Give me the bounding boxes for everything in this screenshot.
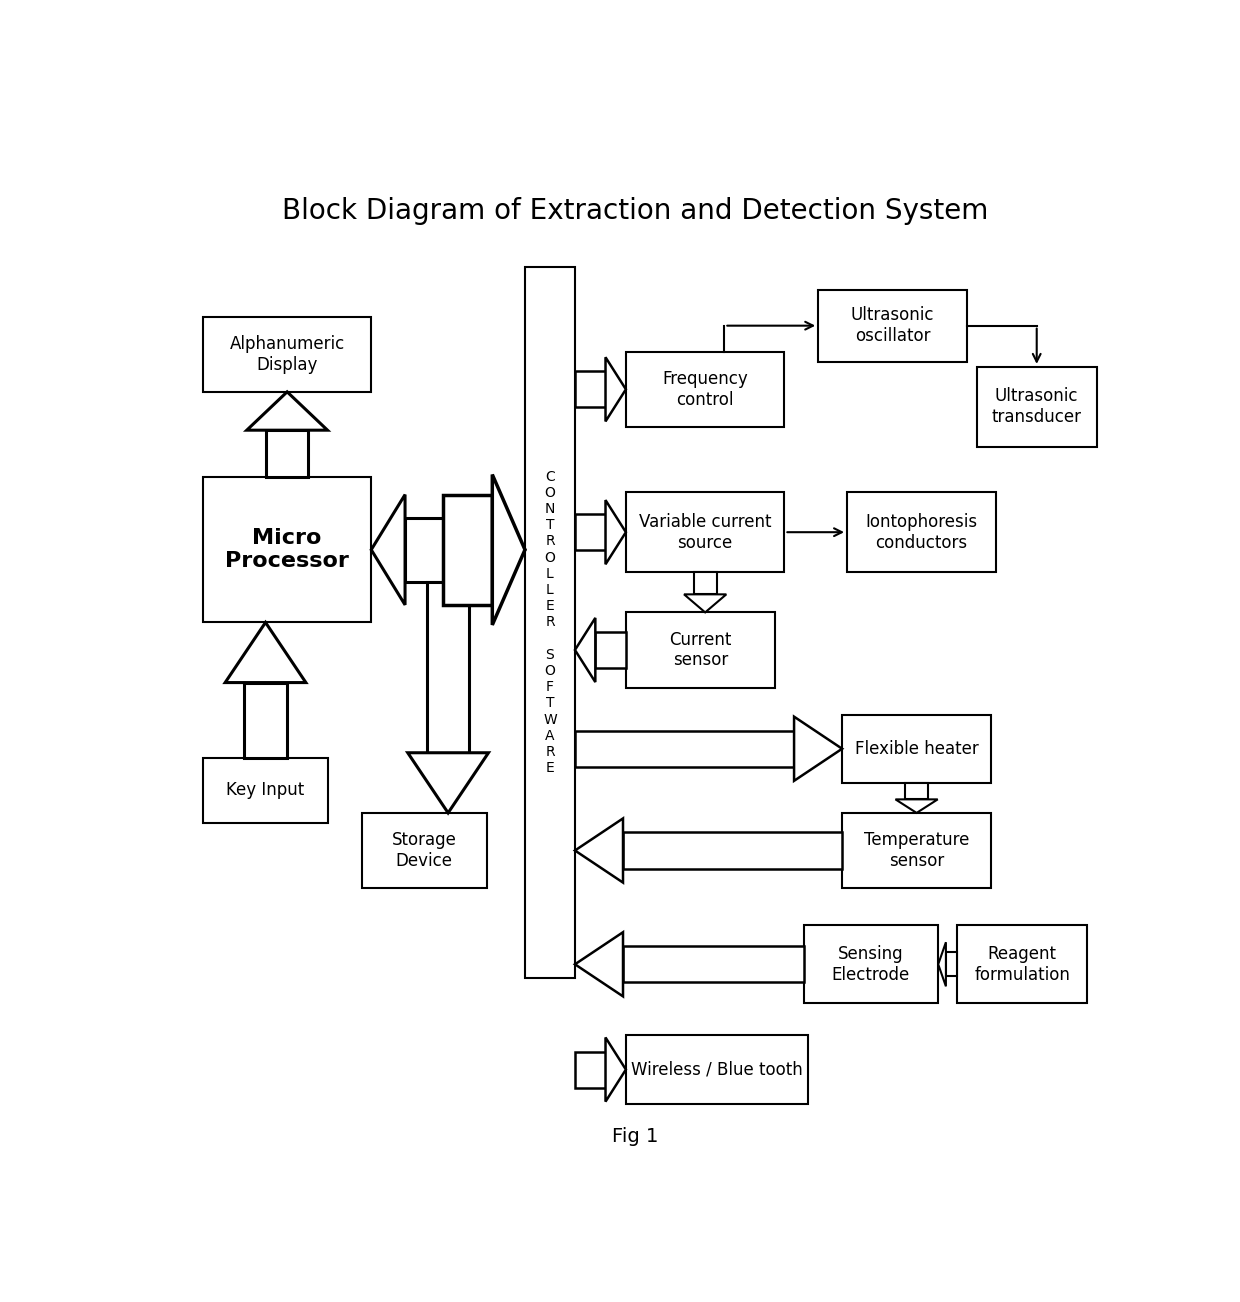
Bar [595, 631, 626, 668]
Bar [905, 783, 928, 799]
Bar [804, 926, 939, 1004]
Text: Variable current
source: Variable current source [639, 513, 771, 552]
Bar [362, 812, 486, 888]
Bar [575, 1052, 605, 1087]
Bar [693, 573, 717, 594]
Text: Block Diagram of Extraction and Detection System: Block Diagram of Extraction and Detectio… [283, 198, 988, 225]
Bar [946, 952, 957, 976]
Text: Storage
Device: Storage Device [392, 831, 456, 870]
Bar [244, 682, 286, 758]
Text: Ultrasonic
transducer: Ultrasonic transducer [992, 388, 1081, 426]
Bar [977, 367, 1096, 447]
Bar [405, 518, 491, 582]
Polygon shape [247, 392, 327, 430]
Text: Wireless / Blue tooth: Wireless / Blue tooth [631, 1061, 804, 1078]
Text: Sensing
Electrode: Sensing Electrode [832, 945, 910, 984]
Bar [626, 492, 785, 573]
Text: Current
sensor: Current sensor [670, 630, 732, 669]
Bar [622, 832, 842, 868]
Bar [842, 715, 991, 783]
Bar [267, 430, 309, 477]
Polygon shape [605, 500, 626, 564]
Polygon shape [492, 474, 525, 625]
Bar [444, 495, 492, 605]
Polygon shape [575, 618, 595, 682]
Text: C
O
N
T
R
O
L
L
E
R
 
S
O
F
T
W
A
R
E: C O N T R O L L E R S O F T W A R E [543, 470, 557, 775]
Bar [842, 812, 991, 888]
Bar [203, 758, 327, 823]
Polygon shape [794, 716, 842, 781]
Text: Flexible heater: Flexible heater [854, 740, 978, 758]
Bar [847, 492, 996, 573]
Text: Frequency
control: Frequency control [662, 370, 748, 409]
Bar [427, 582, 469, 753]
Text: Reagent
formulation: Reagent formulation [975, 945, 1070, 984]
Polygon shape [895, 799, 937, 812]
Bar [203, 316, 371, 392]
Text: Fig 1: Fig 1 [613, 1128, 658, 1146]
Polygon shape [684, 594, 727, 612]
Polygon shape [226, 622, 306, 682]
Text: Key Input: Key Input [227, 781, 305, 799]
Text: Micro
Processor: Micro Processor [226, 529, 350, 572]
Bar [575, 730, 794, 767]
Polygon shape [939, 943, 946, 987]
Bar [575, 371, 605, 408]
Text: Temperature
sensor: Temperature sensor [864, 831, 970, 870]
Polygon shape [371, 495, 405, 605]
Bar [626, 1035, 808, 1104]
Polygon shape [408, 753, 489, 812]
Text: Alphanumeric
Display: Alphanumeric Display [229, 335, 345, 374]
Polygon shape [575, 819, 622, 883]
Text: Iontophoresis
conductors: Iontophoresis conductors [866, 513, 977, 552]
Bar [622, 947, 804, 982]
Text: Ultrasonic
oscillator: Ultrasonic oscillator [851, 306, 934, 345]
Polygon shape [491, 495, 525, 605]
Bar [957, 926, 1087, 1004]
Polygon shape [575, 932, 622, 996]
Bar [626, 352, 785, 427]
Polygon shape [605, 357, 626, 422]
Bar [575, 514, 605, 551]
Bar [203, 477, 371, 622]
Bar [525, 267, 575, 978]
Polygon shape [605, 1038, 626, 1101]
Bar [818, 289, 967, 362]
Bar [626, 612, 775, 687]
